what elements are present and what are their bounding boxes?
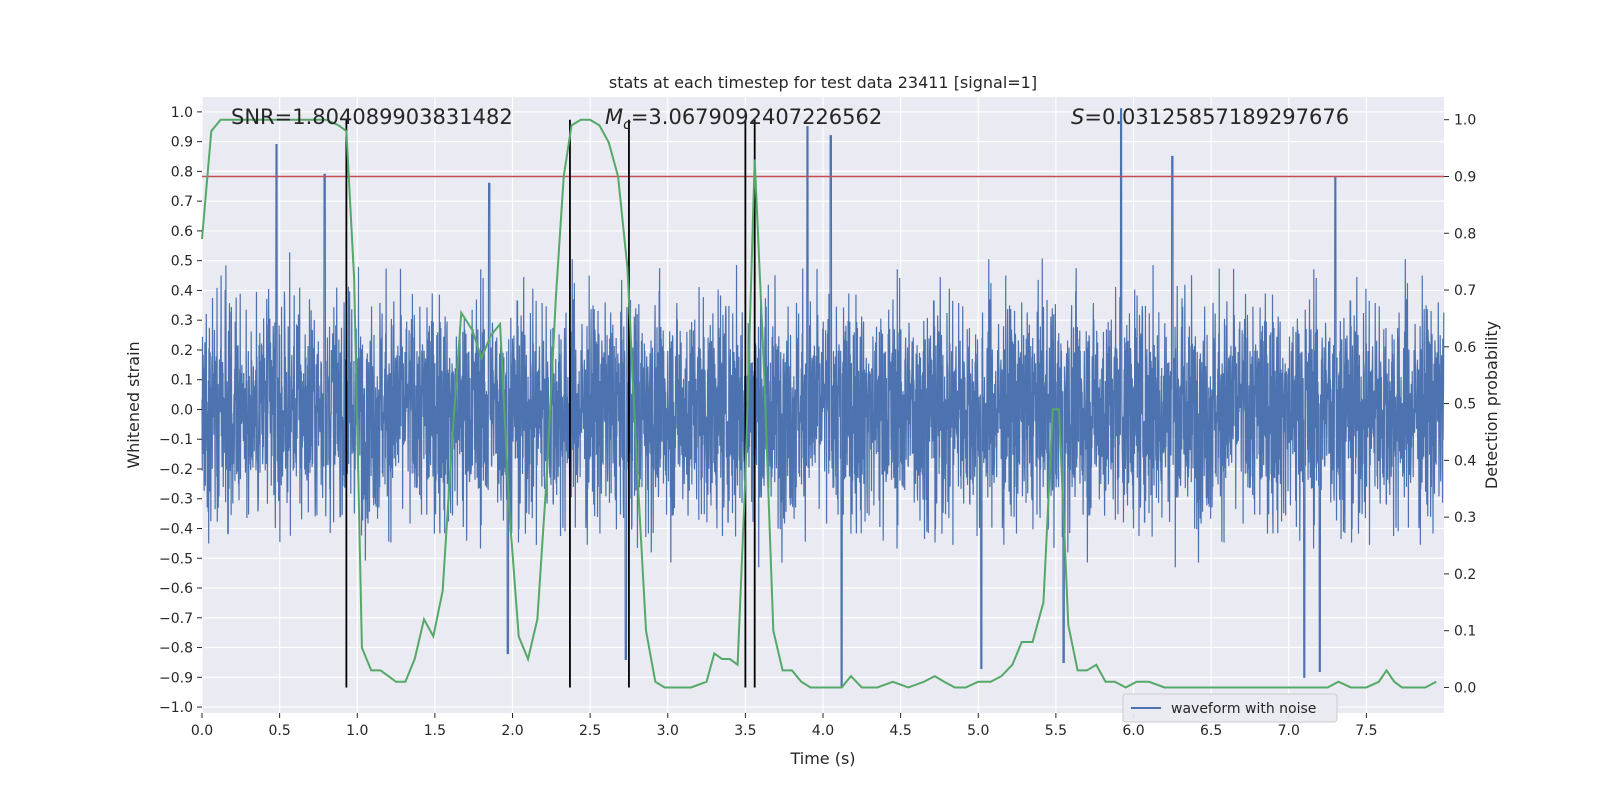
mc-symbol: M xyxy=(605,105,623,129)
y-tick-label: 0.7 xyxy=(171,194,193,210)
y-tick-label: −0.6 xyxy=(159,581,193,597)
y2-tick-label: 0.0 xyxy=(1454,680,1476,696)
legend: waveform with noise xyxy=(1122,693,1338,723)
y-tick-label: 0.3 xyxy=(171,313,193,329)
x-tick-label: 7.5 xyxy=(1355,723,1377,739)
y2-axis-ticks: 1.0 0.9 0.8 0.7 0.6 0.5 0.4 0.3 0.2 0.1 0.0 xyxy=(1444,113,1476,696)
probability-line xyxy=(201,118,1437,689)
x-tick-label: 6.0 xyxy=(1122,723,1144,739)
mc-value: =3.0679092407226562 xyxy=(631,105,882,129)
y2-axis-title: Detection probability xyxy=(1482,321,1501,489)
snr-annotation: SNR=1.804089903831482 xyxy=(231,105,513,129)
probability-series xyxy=(201,118,1437,689)
y2-tick-label: 0.9 xyxy=(1454,169,1476,185)
y-tick-label: −1.0 xyxy=(159,700,193,716)
y-tick-label: −0.7 xyxy=(159,611,193,627)
x-tick-label: 2.0 xyxy=(501,723,523,739)
x-tick-label: 1.5 xyxy=(424,723,446,739)
x-tick-label: 0.0 xyxy=(191,723,213,739)
y2-tick-label: 0.3 xyxy=(1454,510,1476,526)
y2-tick-label: 1.0 xyxy=(1454,113,1476,129)
y2-tick-label: 0.8 xyxy=(1454,226,1476,242)
y-tick-label: 0.0 xyxy=(171,402,193,418)
y2-tick-label: 0.6 xyxy=(1454,340,1476,356)
x-axis-ticks: 0.0 0.5 1.0 1.5 2.0 2.5 3.0 3.5 4.0 4.5 5.0 5.5 6.0 6… xyxy=(191,713,1378,739)
x-tick-label: 3.5 xyxy=(734,723,756,739)
y-tick-label: −0.5 xyxy=(159,551,193,567)
y-tick-label: 0.1 xyxy=(171,373,193,389)
s-annotation: S=0.03125857189297676 xyxy=(1071,105,1349,129)
x-tick-label: 5.0 xyxy=(967,723,989,739)
x-tick-label: 3.0 xyxy=(657,723,679,739)
y-tick-label: 1.0 xyxy=(171,105,193,121)
legend-entry: waveform with noise xyxy=(1171,701,1316,717)
y-tick-label: 0.5 xyxy=(171,254,193,270)
y2-tick-label: 0.1 xyxy=(1454,624,1476,640)
y2-tick-label: 0.7 xyxy=(1454,283,1476,299)
y-tick-label: 0.6 xyxy=(171,224,193,240)
x-tick-label: 5.5 xyxy=(1045,723,1067,739)
y-axis-ticks: 1.0 0.9 0.8 0.7 0.6 0.5 0.4 0.3 0.2 0.1 0.0 −0.1 −0.… xyxy=(159,105,202,716)
chart-title: stats at each timestep for test data 234… xyxy=(609,73,1037,92)
x-tick-label: 4.5 xyxy=(889,723,911,739)
y-tick-label: −0.2 xyxy=(159,462,193,478)
y-tick-label: −0.8 xyxy=(159,641,193,657)
y-tick-label: −0.4 xyxy=(159,521,193,537)
x-tick-label: 6.5 xyxy=(1200,723,1222,739)
y-tick-label: −0.3 xyxy=(159,492,193,508)
x-tick-label: 0.5 xyxy=(268,723,290,739)
s-value: =0.03125857189297676 xyxy=(1084,105,1349,129)
mc-annotation: Mc=3.0679092407226562 xyxy=(605,105,882,133)
y-tick-label: 0.2 xyxy=(171,343,193,359)
y2-tick-label: 0.5 xyxy=(1454,397,1476,413)
y-tick-label: 0.4 xyxy=(171,283,193,299)
waveform-series xyxy=(201,108,1445,687)
x-tick-label: 2.5 xyxy=(579,723,601,739)
vertical-marker-lines xyxy=(345,119,756,688)
mc-subscript: c xyxy=(623,117,631,133)
x-tick-label: 1.0 xyxy=(346,723,368,739)
s-symbol: S xyxy=(1071,105,1084,129)
y-axis-title: Whitened strain xyxy=(124,341,143,468)
y-tick-label: −0.9 xyxy=(159,670,193,686)
y2-tick-label: 0.2 xyxy=(1454,567,1476,583)
x-axis-title: Time (s) xyxy=(789,749,855,768)
y-tick-label: 0.8 xyxy=(171,164,193,180)
waveform-line xyxy=(201,108,1445,687)
y-tick-label: −0.1 xyxy=(159,432,193,448)
y2-tick-label: 0.4 xyxy=(1454,453,1476,469)
legend-box xyxy=(1122,693,1338,723)
y-tick-label: 0.9 xyxy=(171,135,193,151)
x-tick-label: 4.0 xyxy=(812,723,834,739)
x-tick-label: 7.0 xyxy=(1278,723,1300,739)
